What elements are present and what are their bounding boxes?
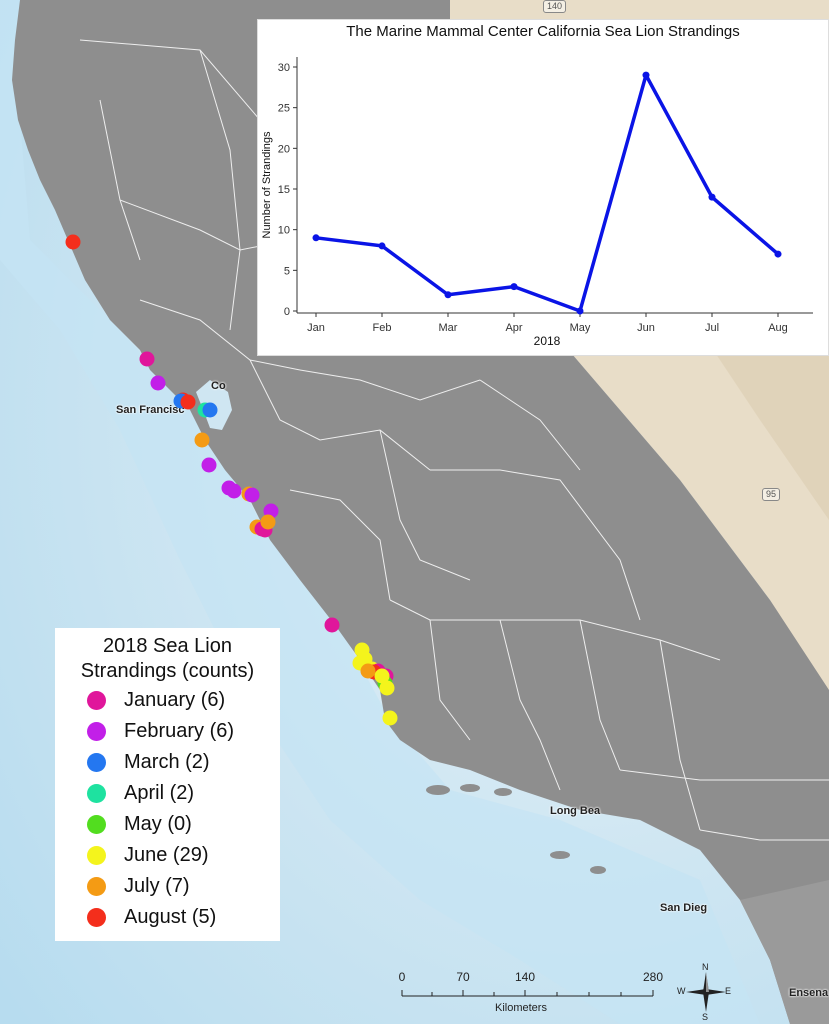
stranding-point[interactable] <box>244 487 260 503</box>
y-tick-label: 25 <box>278 103 290 115</box>
channel-island <box>590 866 606 874</box>
legend-item: June (29) <box>87 841 209 869</box>
x-tick-label: Feb <box>373 322 392 334</box>
baja-land <box>740 880 829 1024</box>
scale-tick-label: 70 <box>456 970 470 984</box>
highway-shield-140: 140 <box>543 0 567 13</box>
legend-swatch <box>87 690 106 710</box>
legend-item: July (7) <box>87 872 190 900</box>
channel-island <box>426 785 450 795</box>
stranding-point[interactable] <box>324 617 340 633</box>
x-tick-label: Jul <box>705 322 719 334</box>
scale-tick-label: 0 <box>398 970 406 984</box>
place-label-san-diego: San Dieg <box>660 902 708 914</box>
map-legend: 2018 Sea Lion Strandings (counts) Januar… <box>55 628 280 941</box>
x-tick-label: Apr <box>505 322 522 334</box>
legend-label: March (2) <box>124 750 210 773</box>
stranding-point[interactable] <box>65 234 81 250</box>
legend-swatch <box>87 721 106 741</box>
scale-tick-label: 280 <box>642 970 664 984</box>
y-tick-label: 30 <box>278 62 290 74</box>
scale-unit-label: Kilometers <box>495 1002 547 1014</box>
compass-n: N <box>702 962 709 972</box>
y-tick-label: 5 <box>284 265 290 277</box>
scale-tick-label: 140 <box>514 970 536 984</box>
highway-shield-95: 95 <box>762 488 781 501</box>
series-point[interactable] <box>576 307 584 315</box>
y-axis-label: Number of Strandings <box>261 131 273 238</box>
stranding-point[interactable] <box>139 351 155 367</box>
place-label-ensenada: Ensena <box>789 987 829 999</box>
legend-label: July (7) <box>124 874 190 897</box>
legend-item: January (6) <box>87 686 225 714</box>
stranding-point[interactable] <box>202 402 218 418</box>
series-point[interactable] <box>642 71 650 79</box>
stranding-point[interactable] <box>180 394 196 410</box>
place-label-long-beach: Long Bea <box>550 805 601 817</box>
stranding-point[interactable] <box>360 663 376 679</box>
stranding-point[interactable] <box>374 668 390 684</box>
series-point[interactable] <box>708 193 716 201</box>
y-tick-label: 20 <box>278 143 290 155</box>
legend-label: April (2) <box>124 781 195 804</box>
legend-item: May (0) <box>87 810 192 838</box>
stranding-point[interactable] <box>194 432 210 448</box>
place-label-co: Co <box>211 380 226 392</box>
series-point[interactable] <box>378 242 386 250</box>
y-tick-label: 15 <box>278 184 290 196</box>
legend-title-line1: 2018 Sea Lion <box>102 635 232 657</box>
legend-swatch <box>87 814 106 834</box>
stranding-point[interactable] <box>382 710 398 726</box>
y-tick-label: 10 <box>278 225 290 237</box>
stranding-point[interactable] <box>150 375 166 391</box>
channel-island <box>460 784 480 792</box>
california-land <box>12 0 829 1024</box>
compass-rose-icon: N S E W <box>676 962 736 1022</box>
legend-item: August (5) <box>87 903 216 931</box>
compass-e: E <box>725 986 732 996</box>
legend-swatch <box>87 907 106 927</box>
compass-w: W <box>677 986 686 996</box>
legend-swatch <box>87 876 106 896</box>
x-tick-label: Jan <box>307 322 325 334</box>
series-point[interactable] <box>510 283 518 291</box>
legend-item: April (2) <box>87 779 194 807</box>
legend-label: August (5) <box>124 905 217 928</box>
strandings-line-chart: 0 5 10 15 20 25 30 Jan Feb Mar Apr May Jun Jul Aug 2018… <box>261 57 813 348</box>
channel-island <box>550 851 570 859</box>
stranding-point[interactable] <box>201 457 217 473</box>
compass-s: S <box>702 1012 709 1022</box>
strandings-chart-panel: The Marine Mammal Center California Sea … <box>257 19 829 356</box>
legend-label: June (29) <box>124 843 209 866</box>
channel-island <box>494 788 512 796</box>
legend-title-line2: Strandings (counts) <box>80 660 255 682</box>
stranding-point[interactable] <box>260 514 276 530</box>
legend-label: May (0) <box>124 812 192 835</box>
legend-label: January (6) <box>124 688 226 711</box>
y-tick-label: 0 <box>284 306 290 318</box>
x-axis-label: 2018 <box>534 334 561 348</box>
continental-shelf <box>0 0 760 1024</box>
stranding-point[interactable] <box>226 483 242 499</box>
series-point[interactable] <box>312 234 320 242</box>
legend-swatch <box>87 845 106 865</box>
series-point[interactable] <box>774 250 782 258</box>
x-tick-label: Jun <box>637 322 655 334</box>
x-tick-label: Mar <box>439 322 458 334</box>
x-tick-label: Aug <box>768 322 788 334</box>
scale-bar: 0 70 140 280 Kilometers <box>395 970 665 1020</box>
x-tick-label: May <box>570 322 591 334</box>
legend-swatch <box>87 752 106 772</box>
legend-label: February (6) <box>124 719 235 742</box>
series-point[interactable] <box>444 291 452 299</box>
legend-item: March (2) <box>87 748 210 776</box>
legend-item: February (6) <box>87 717 234 745</box>
chart-title: The Marine Mammal Center California Sea … <box>346 23 740 40</box>
place-label-san-francisco: San Francisc <box>116 404 185 416</box>
legend-swatch <box>87 783 106 803</box>
legend-title: 2018 Sea Lion Strandings (counts) <box>55 634 280 684</box>
series-line <box>315 73 780 313</box>
stranding-point[interactable] <box>379 680 395 696</box>
